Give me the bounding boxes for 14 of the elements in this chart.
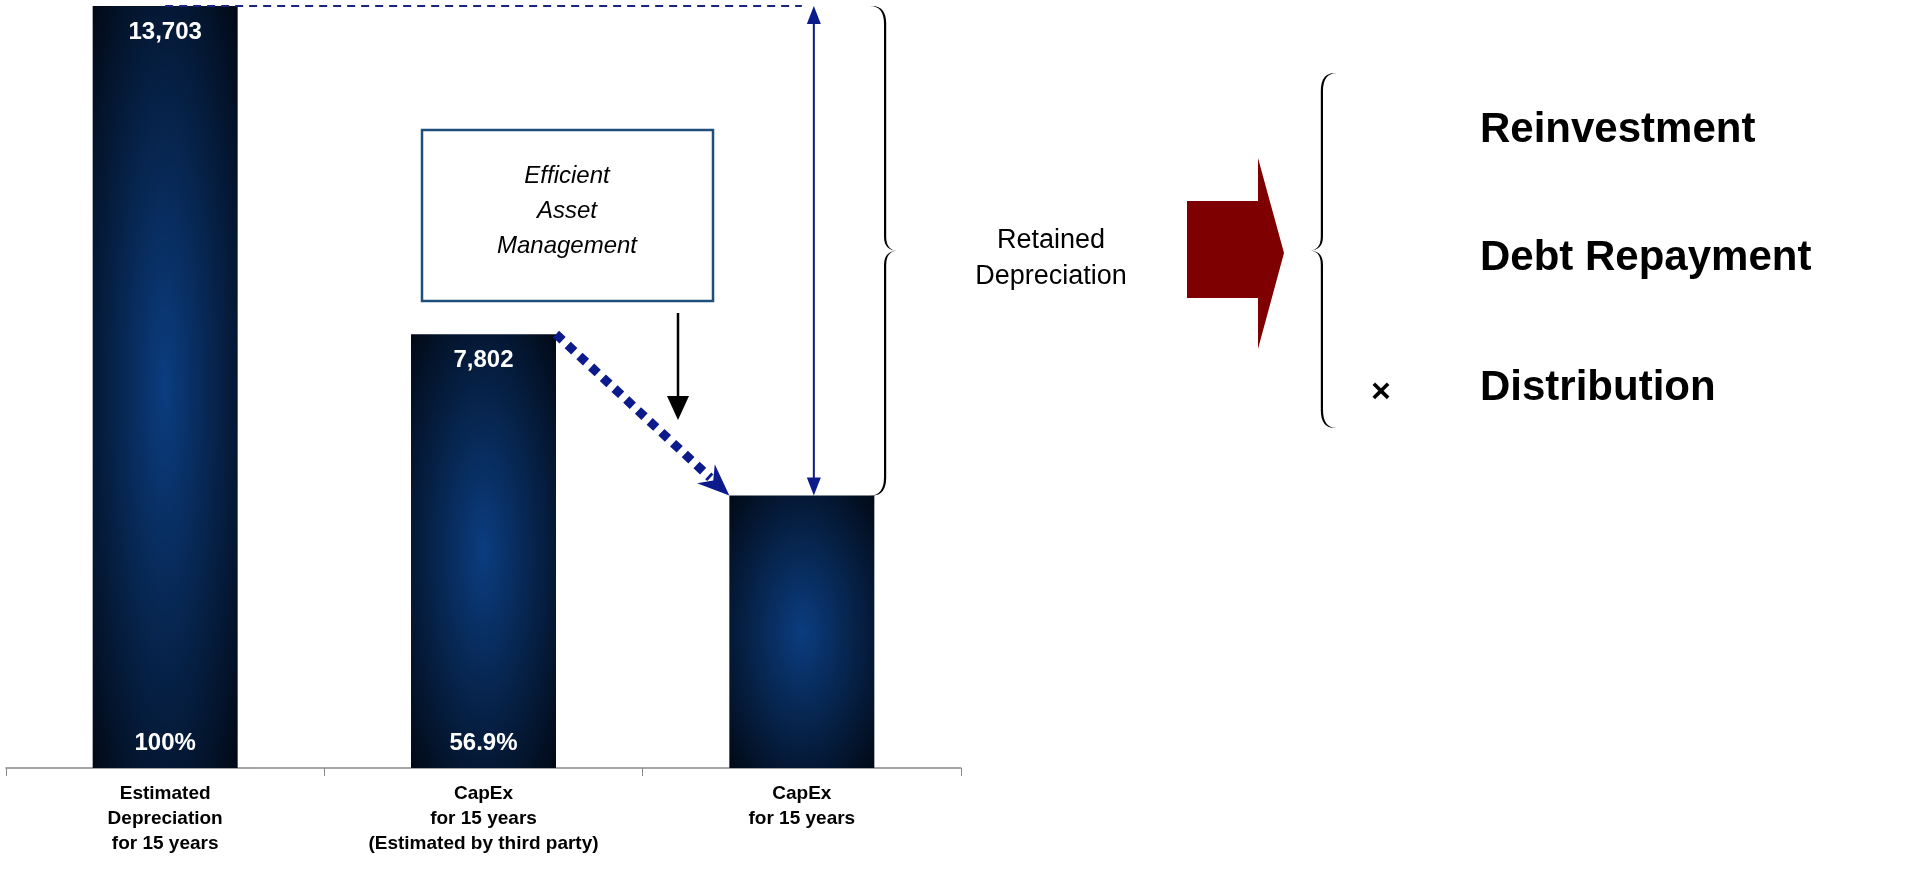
text: Reinvestment (1480, 104, 1756, 151)
annotation: 100% (134, 728, 196, 755)
x-tick-label: CapEx for 15 years (748, 782, 856, 828)
text: Distribution (1480, 362, 1716, 409)
data-label: 13,703 (128, 16, 202, 44)
x-tick-label: Estimated Depreciation for 15 years (107, 782, 223, 853)
annotation: Efficient Asset Management (496, 161, 639, 258)
text: Retained Depreciation (975, 224, 1127, 290)
text: Debt Repayment (1480, 232, 1812, 279)
text-box: Efficient Asset Management (420, 128, 715, 303)
data-label: 7,802 (453, 344, 514, 372)
annotation: 56.9% (449, 728, 518, 755)
x-tick-label: CapEx for 15 years (Estimated by third party) (368, 782, 599, 853)
text: × (1371, 371, 1391, 409)
